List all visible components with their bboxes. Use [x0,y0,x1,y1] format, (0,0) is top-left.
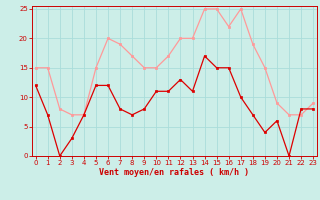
X-axis label: Vent moyen/en rafales ( km/h ): Vent moyen/en rafales ( km/h ) [100,168,249,177]
